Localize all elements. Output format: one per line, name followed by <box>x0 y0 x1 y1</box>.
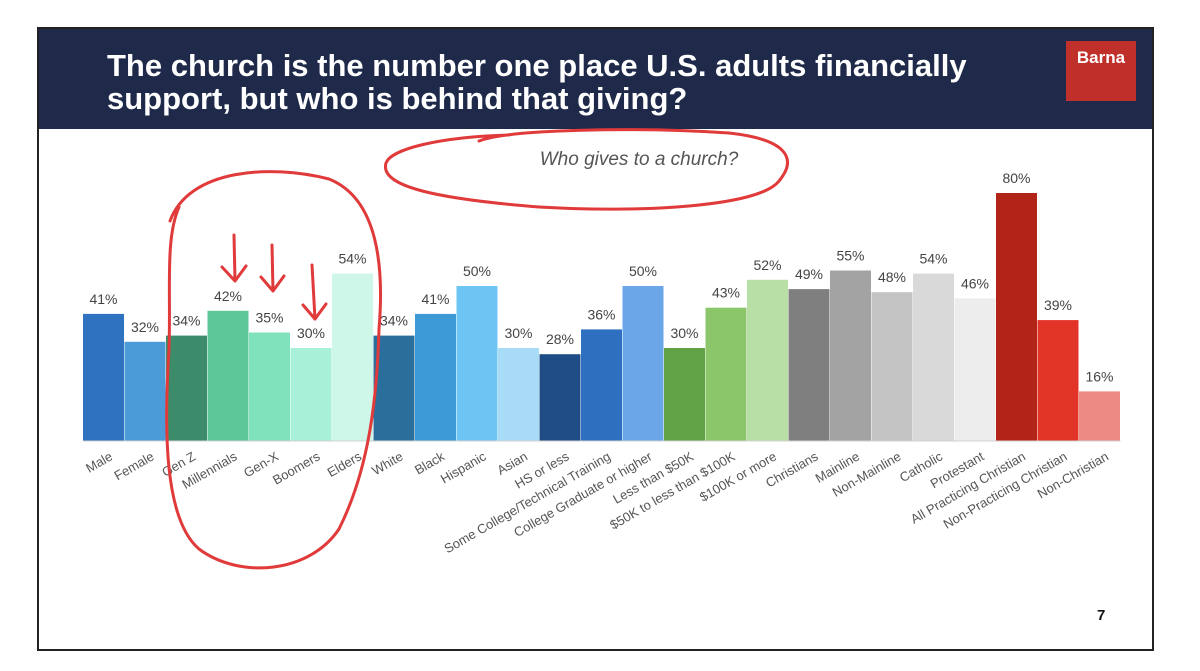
data-label: 42% <box>214 288 242 304</box>
bar-protestant <box>954 298 996 441</box>
bar-white <box>373 335 415 441</box>
bar-male <box>83 313 124 441</box>
bar--50k-to-less-than-100k <box>705 307 747 441</box>
slide-title: The church is the number one place U.S. … <box>107 48 967 116</box>
category-label: Female <box>111 449 156 484</box>
bar-female <box>124 341 166 441</box>
data-label: 35% <box>255 310 283 326</box>
bar-gen-z <box>166 335 207 441</box>
bar-hs-or-less <box>539 354 581 441</box>
data-label: 32% <box>131 319 159 335</box>
data-label: 34% <box>380 313 408 329</box>
data-label: 41% <box>89 291 117 307</box>
bar-all-practicing-christian <box>996 193 1037 441</box>
data-label: 36% <box>587 306 615 322</box>
data-label: 34% <box>172 313 200 329</box>
data-label: 39% <box>1044 297 1072 313</box>
bar-non-practicing-christian <box>1037 320 1079 441</box>
data-label: 50% <box>463 263 491 279</box>
data-label: 54% <box>338 251 366 267</box>
data-label: 28% <box>546 331 574 347</box>
data-label: 50% <box>629 263 657 279</box>
page-number: 7 <box>1097 607 1106 624</box>
category-label: Hispanic <box>438 448 489 486</box>
data-label: 30% <box>504 325 532 341</box>
category-label: Boomers <box>270 448 323 487</box>
bar-millennials <box>207 310 249 441</box>
data-label: 41% <box>421 291 449 307</box>
data-label: 52% <box>753 257 781 273</box>
category-label: Elders <box>325 448 365 480</box>
bar-christians <box>788 289 830 441</box>
bar-mainline <box>830 270 871 441</box>
header-bar: The church is the number one place U.S. … <box>39 29 1152 129</box>
bar-some-college-technical-training <box>581 329 622 441</box>
data-label: 16% <box>1085 368 1113 384</box>
data-label: 80% <box>1002 170 1030 186</box>
barna-logo: Barna <box>1066 41 1136 101</box>
bar-asian <box>498 348 539 441</box>
data-label: 55% <box>836 248 864 264</box>
data-label: 46% <box>961 275 989 291</box>
data-label: 49% <box>795 266 823 282</box>
data-label: 30% <box>670 325 698 341</box>
bar-boomers <box>290 348 332 441</box>
bar-elders <box>332 273 373 441</box>
bar-non-mainline <box>871 292 913 441</box>
bar-catholic <box>913 273 954 441</box>
bar-college-graduate-or-higher <box>622 286 664 441</box>
data-label: 54% <box>919 251 947 267</box>
bar--100k-or-more <box>747 279 788 441</box>
bar-non-christian <box>1079 391 1120 441</box>
data-label: 30% <box>297 325 325 341</box>
bar-less-than-50k <box>664 348 705 441</box>
slide: The church is the number one place U.S. … <box>37 27 1154 651</box>
category-label: White <box>369 449 405 479</box>
bar-black <box>415 313 456 441</box>
bar-gen-x <box>249 332 290 441</box>
category-label: Male <box>83 449 115 476</box>
bar-hispanic <box>456 286 498 441</box>
data-label: 43% <box>712 285 740 301</box>
data-label: 48% <box>878 269 906 285</box>
